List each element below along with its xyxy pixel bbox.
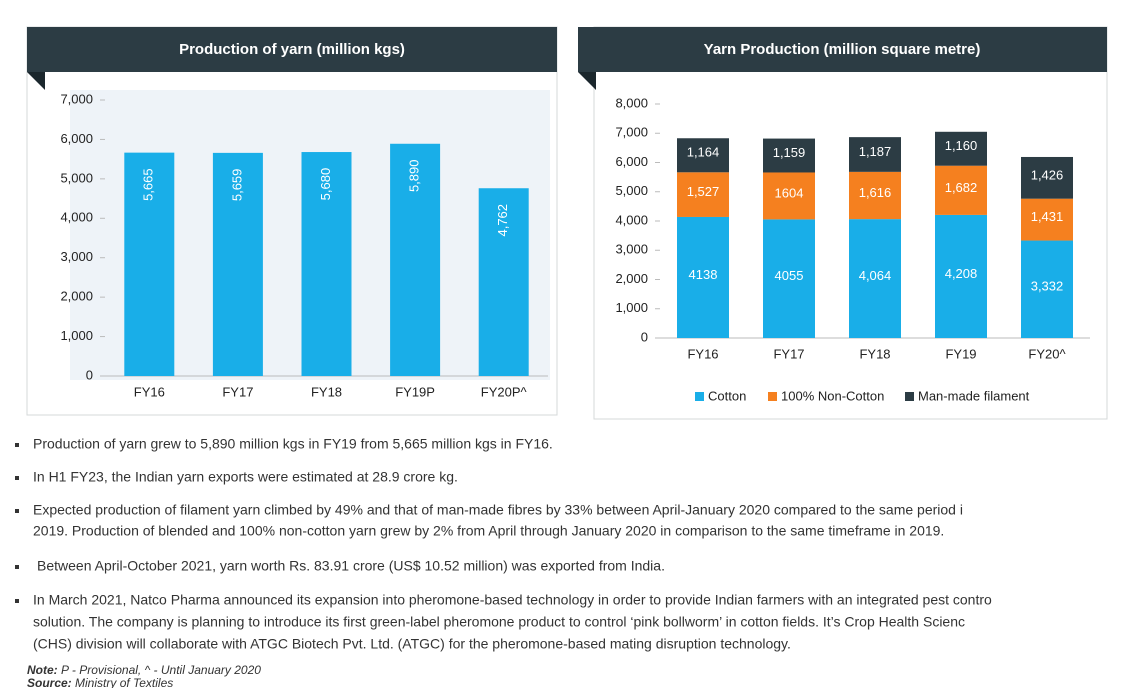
data-label: 1,426 (1031, 167, 1064, 182)
chart-title: Yarn Production (million square metre) (704, 41, 981, 58)
y-tick-label: 1,000 (615, 300, 648, 315)
legend-swatch (905, 392, 914, 401)
legend-swatch (768, 392, 777, 401)
data-label: 1,527 (687, 184, 720, 199)
data-label: 1,431 (1031, 209, 1064, 224)
bullet (15, 509, 19, 513)
bullet (15, 443, 19, 447)
bar (124, 152, 175, 376)
bullet (15, 565, 19, 569)
panel-header (27, 27, 557, 72)
y-tick-label: 7,000 (615, 125, 648, 140)
data-label: 1,160 (945, 138, 978, 153)
data-label: 4,064 (859, 268, 892, 283)
y-tick-label: 5,000 (615, 183, 648, 198)
data-label: 5,659 (229, 169, 244, 202)
x-tick-label: FY20P^ (481, 384, 528, 399)
bullet-text: Expected production of filament yarn cli… (33, 502, 963, 518)
legend-swatch (695, 392, 704, 401)
data-label: 1,164 (687, 145, 720, 160)
y-tick-label: 3,000 (615, 242, 648, 257)
bar-segment (763, 138, 815, 173)
bar-segment (849, 137, 901, 172)
note-text: P - Provisional, ^ - Until January 2020 (58, 663, 262, 677)
bullet (15, 599, 19, 603)
y-tick-label: 1,000 (60, 328, 93, 343)
data-label: 5,680 (318, 168, 333, 201)
bullet-text: (CHS) division will collaborate with ATG… (33, 636, 791, 652)
source-text: Ministry of Textiles (72, 676, 174, 688)
x-tick-label: FY16 (687, 346, 718, 361)
y-tick-label: 5,000 (60, 170, 93, 185)
data-label: 3,332 (1031, 279, 1064, 294)
bar-segment (935, 214, 987, 338)
x-tick-label: FY17 (222, 384, 253, 399)
panel-header (578, 27, 1107, 72)
bar (478, 188, 529, 376)
bar (212, 152, 263, 376)
data-label: 1,187 (859, 144, 892, 159)
legend-label: Cotton (708, 388, 746, 403)
data-label: 5,890 (407, 159, 422, 192)
bullet-text: Production of yarn grew to 5,890 million… (33, 436, 553, 452)
bar-segment (935, 165, 987, 215)
bar-segment (677, 172, 729, 217)
source: Source: Ministry of Textiles (27, 676, 173, 688)
bullet-text: Between April-October 2021, yarn worth R… (37, 558, 665, 574)
chart-title: Production of yarn (million kgs) (179, 41, 405, 58)
y-tick-label: 2,000 (60, 289, 93, 304)
y-tick-label: 0 (86, 367, 93, 382)
y-tick-label: 6,000 (615, 154, 648, 169)
y-tick-label: 8,000 (615, 95, 648, 110)
note-label: Note: (27, 663, 58, 677)
header-fold (27, 72, 45, 90)
data-label: 4138 (689, 267, 718, 282)
y-tick-label: 7,000 (60, 91, 93, 106)
bullet-text: 2019. Production of blended and 100% non… (33, 523, 944, 539)
y-tick-label: 2,000 (615, 271, 648, 286)
x-tick-label: FY18 (311, 384, 342, 399)
bar (301, 152, 352, 376)
x-tick-label: FY20^ (1028, 346, 1066, 361)
data-label: 1,159 (773, 145, 806, 160)
bar-segment (849, 171, 901, 220)
y-tick-label: 0 (641, 329, 648, 344)
data-label: 5,665 (141, 168, 156, 201)
data-label: 1,682 (945, 180, 978, 195)
x-tick-label: FY19P (395, 384, 435, 399)
bar-segment (849, 219, 901, 338)
bar-segment (1021, 156, 1073, 199)
bullet (15, 476, 19, 480)
bullet-text: In H1 FY23, the Indian yarn exports were… (33, 469, 458, 485)
data-label: 4,762 (495, 204, 510, 237)
bullet-text: solution. The company is planning to int… (33, 614, 965, 630)
legend-label: 100% Non-Cotton (781, 388, 884, 403)
note: Note: P - Provisional, ^ - Until January… (27, 663, 261, 677)
data-label: 4,208 (945, 266, 978, 281)
bar (390, 143, 441, 376)
x-tick-label: FY16 (134, 384, 165, 399)
y-tick-label: 3,000 (60, 249, 93, 264)
x-tick-label: FY19 (945, 346, 976, 361)
data-label: 4055 (775, 268, 804, 283)
y-tick-label: 4,000 (615, 212, 648, 227)
y-tick-label: 6,000 (60, 131, 93, 146)
bar-segment (1021, 240, 1073, 338)
bar-segment (763, 172, 815, 220)
bar-segment (1021, 198, 1073, 241)
data-label: 1,616 (859, 185, 892, 200)
bar-segment (677, 138, 729, 173)
header-fold (578, 72, 596, 90)
x-tick-label: FY18 (859, 346, 890, 361)
bar-segment (935, 131, 987, 166)
data-label: 1604 (775, 185, 804, 200)
bar-segment (763, 219, 815, 338)
x-tick-label: FY17 (773, 346, 804, 361)
y-tick-label: 4,000 (60, 210, 93, 225)
source-label: Source: (27, 676, 72, 688)
bar-segment (677, 216, 729, 338)
legend-label: Man-made filament (918, 388, 1030, 403)
bullet-text: In March 2021, Natco Pharma announced it… (33, 592, 992, 608)
